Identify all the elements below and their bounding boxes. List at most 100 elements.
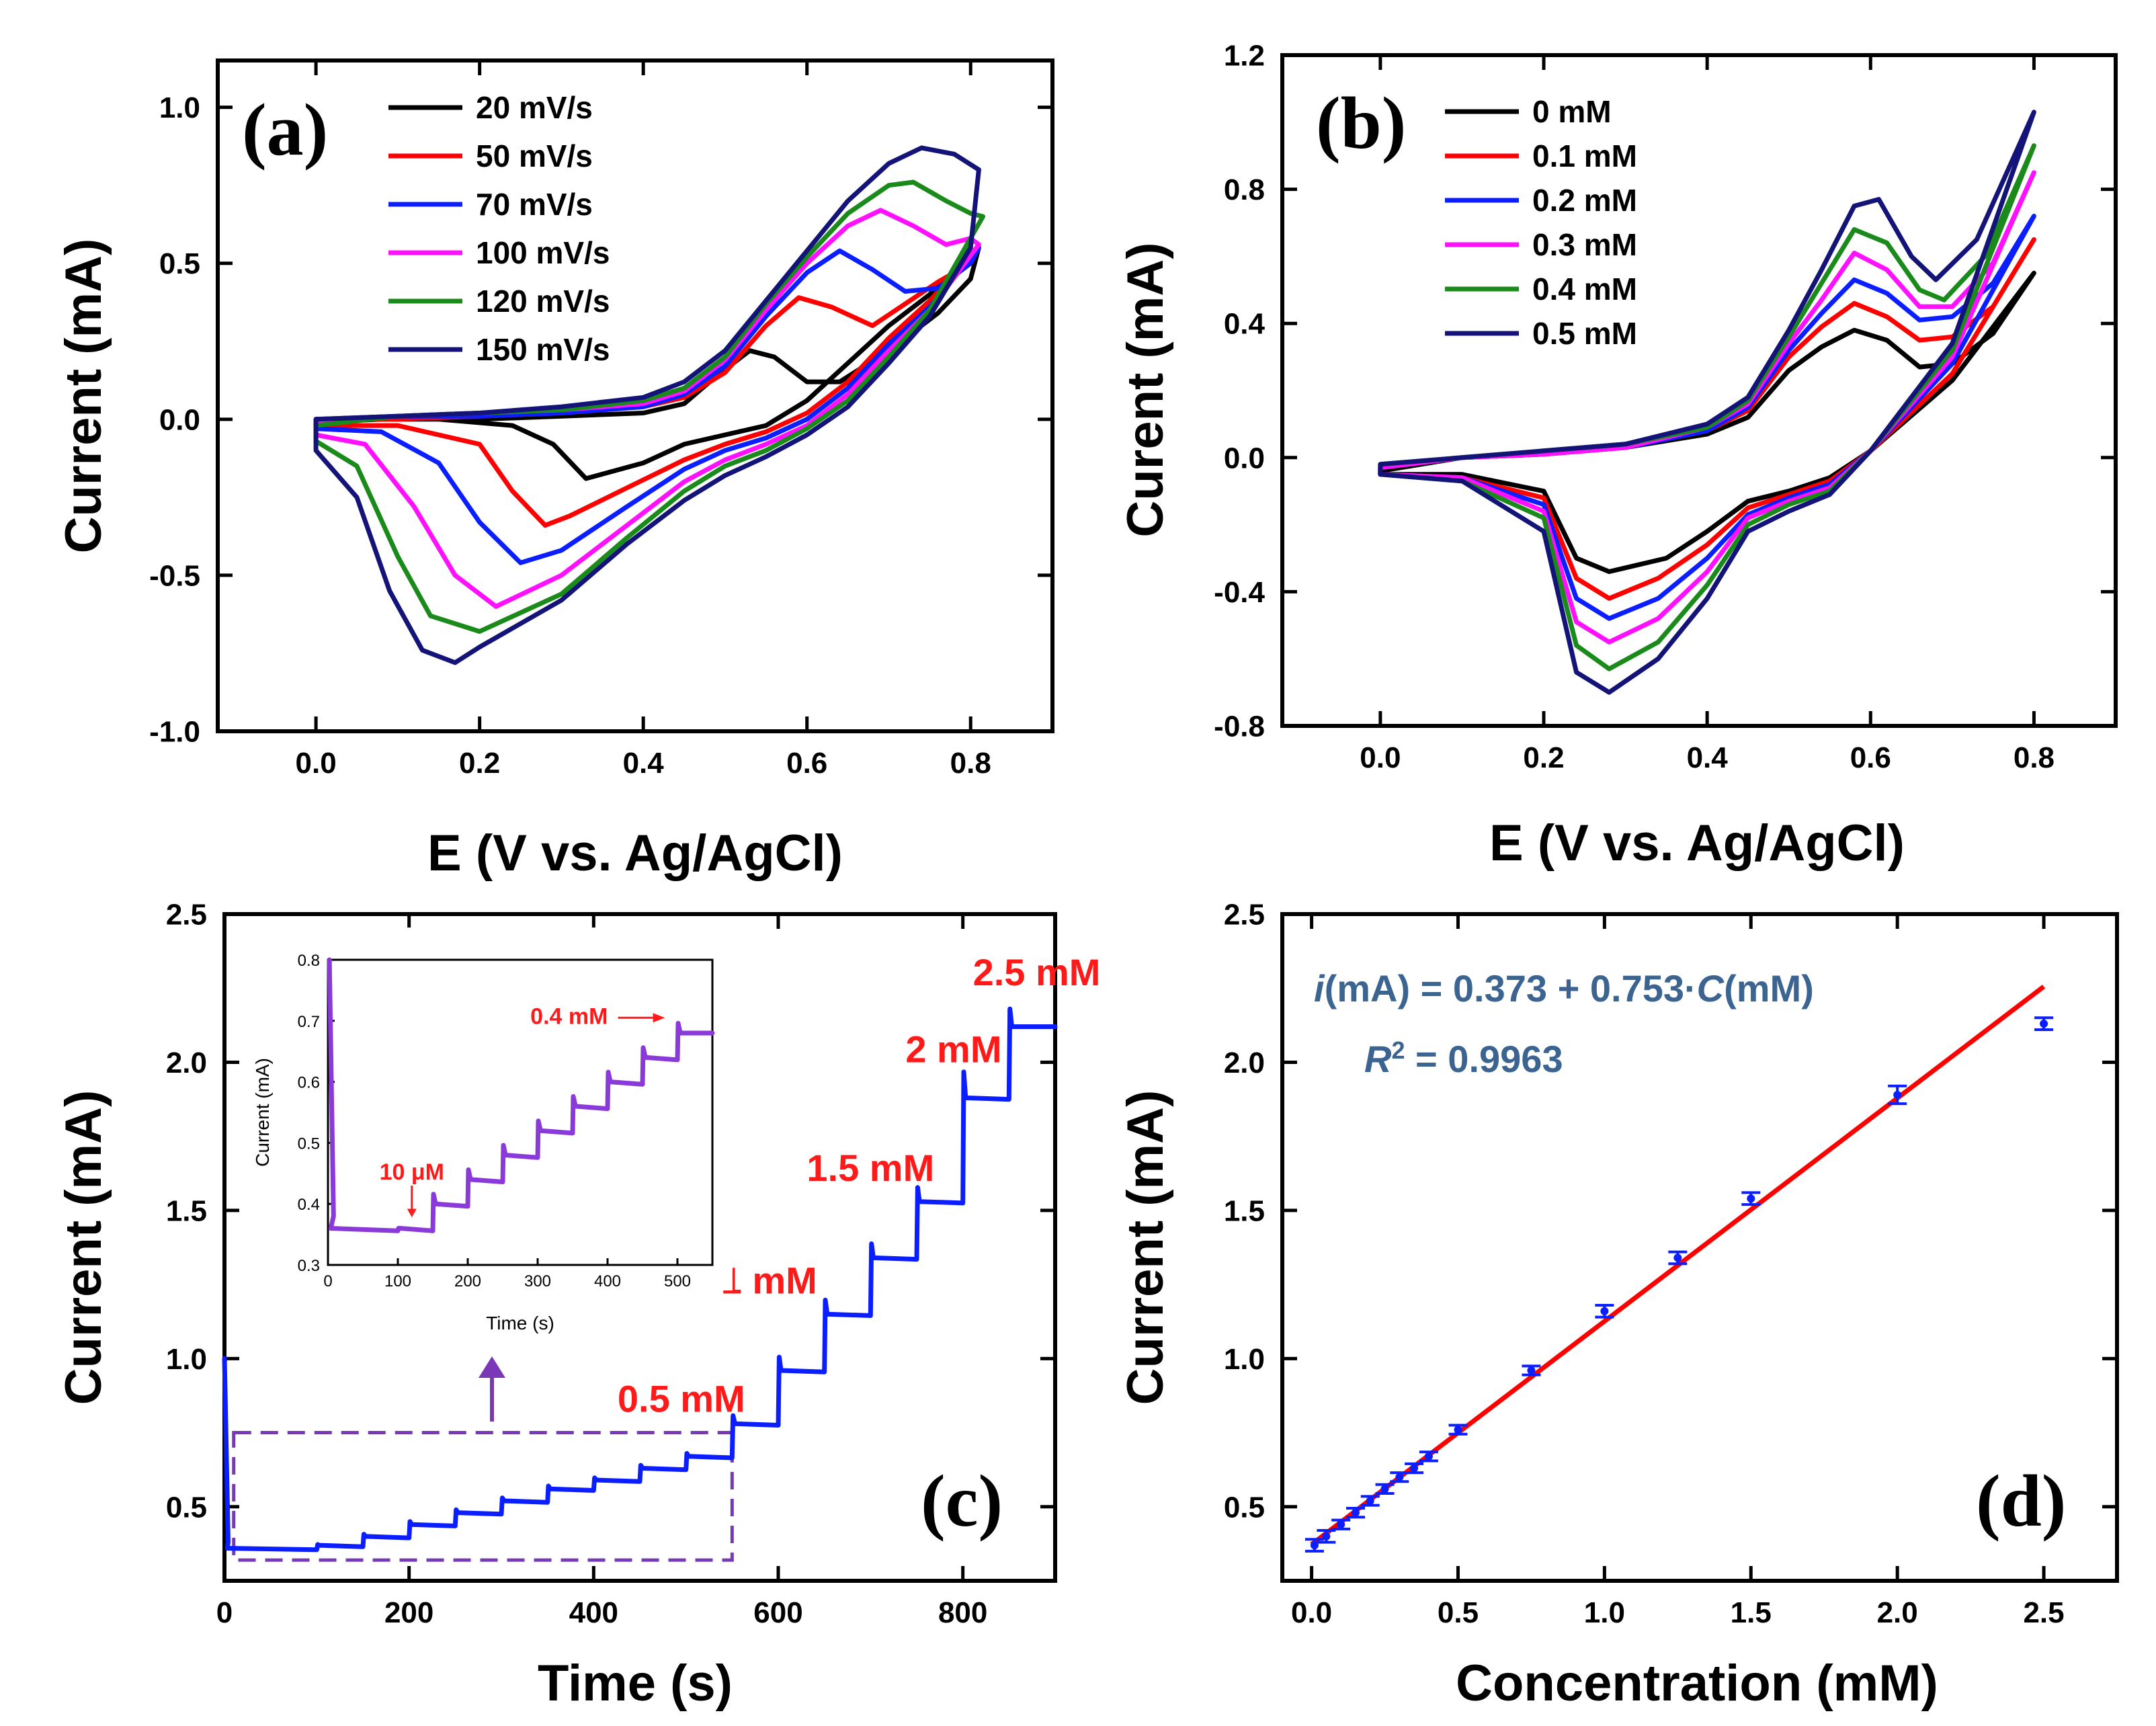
panel-b-plot-frame xyxy=(1280,53,2118,728)
inset-x-tick-label: 100 xyxy=(384,1272,411,1290)
x-tick-label: 0 xyxy=(216,1596,233,1629)
legend-label: 0.1 mM xyxy=(1532,138,1637,173)
y-tick-label: 0.5 xyxy=(159,247,200,280)
x-tick-label: 0.5 xyxy=(1438,1596,1479,1629)
inset-x-tick-label: 200 xyxy=(454,1272,481,1290)
data-point xyxy=(1522,1364,1541,1376)
panel-c-x-axis-title: Time (s) xyxy=(538,1655,733,1712)
legend-label: 70 mV/s xyxy=(476,187,593,222)
panel-c-zoom-arrow xyxy=(479,1356,505,1422)
inset-y-tick-label: 0.6 xyxy=(298,1074,320,1092)
point-marker xyxy=(1351,1508,1360,1517)
data-point xyxy=(1888,1084,1907,1106)
r2-r: R xyxy=(1364,1038,1392,1080)
cv-curve-120-mv-s xyxy=(313,179,985,634)
data-point xyxy=(1595,1303,1614,1319)
data-point xyxy=(1304,1538,1324,1553)
concentration-annotation: 1 mM xyxy=(721,1259,817,1301)
x-tick-label: 2.5 xyxy=(2023,1596,2064,1629)
x-tick-label: 200 xyxy=(384,1596,433,1629)
panel-b-ticks: 0.0 0.2 0.4 0.6 0.8 -0.8 -0.4 0.0 0.4 0.8 1.2 xyxy=(1214,40,2116,774)
panel-a: 0.0 0.2 0.4 0.6 0.8 -1.0 -0.5 0.0 0.5 1.0 (a) 20 … xyxy=(55,58,1054,882)
inset-x-tick-label: 500 xyxy=(664,1272,691,1290)
y-tick-label: 2.0 xyxy=(1224,1046,1265,1079)
point-marker xyxy=(1600,1307,1609,1315)
inset-y-tick-label: 0.8 xyxy=(298,952,320,970)
cv-curve-150-mv-s xyxy=(313,145,981,665)
x-tick-label: 400 xyxy=(569,1596,618,1629)
legend-label: 20 mV/s xyxy=(476,90,593,125)
inset-y-tick-label: 0.7 xyxy=(298,1013,320,1031)
data-point xyxy=(2034,1016,2054,1031)
point-marker xyxy=(1310,1541,1319,1550)
panel-d-ticks: 0.0 0.5 1.0 1.5 2.0 2.5 0.5 1.0 1.5 2.0 2.5 xyxy=(1224,899,2117,1629)
data-point xyxy=(1741,1191,1761,1206)
data-point xyxy=(1668,1250,1688,1266)
panel-a-label: (a) xyxy=(242,89,328,171)
y-tick-label: 0.8 xyxy=(1224,173,1265,206)
legend-label: 120 mV/s xyxy=(476,284,610,319)
data-point xyxy=(1345,1506,1365,1519)
cv-curve-0-4-mm xyxy=(1378,143,2036,671)
panel-c-label: (c) xyxy=(921,1460,1003,1542)
legend-label: 0.4 mM xyxy=(1532,272,1637,306)
panel-c-annotations: 0.5 mM 1 mM 1.5 mM 2 mM 2.5 mM xyxy=(618,951,1101,1420)
y-tick-label: 1.5 xyxy=(166,1194,207,1227)
point-marker xyxy=(1673,1254,1682,1262)
panel-c-inset: 0 100 200 300 400 500 0.3 0.4 0.5 0.6 0.7 0.8 10 μM… xyxy=(252,928,733,1333)
panel-c-plot-frame xyxy=(222,912,1057,1583)
cv-curve-0-mm xyxy=(1378,270,2036,574)
equation-i: i xyxy=(1314,967,1325,1010)
point-marker xyxy=(1893,1090,1902,1099)
panel-a-legend: 20 mV/s 50 mV/s 70 mV/s 100 mV/s 120 mV/s 150… xyxy=(388,90,610,367)
inset-y-tick-label: 0.4 xyxy=(298,1196,320,1214)
x-tick-label: 2.0 xyxy=(1877,1596,1918,1629)
equation-middle: (mA) = 0.373 + 0.753· xyxy=(1325,967,1697,1010)
legend-label: 0.3 mM xyxy=(1532,227,1637,262)
y-tick-label: 1.2 xyxy=(1224,40,1265,73)
panel-c-zoom-box xyxy=(232,1431,734,1562)
data-point xyxy=(1405,1462,1424,1475)
y-tick-label: 1.0 xyxy=(166,1343,207,1376)
panel-a-y-axis-title: Current (mA) xyxy=(55,239,112,554)
panel-c-y-axis-title: Current (mA) xyxy=(55,1090,112,1405)
cv-curve-100-mv-s xyxy=(313,208,981,609)
panel-c-amperometric-trace xyxy=(222,1006,1058,1553)
x-tick-label: 0.2 xyxy=(1523,741,1564,774)
equation-unit: (mM) xyxy=(1724,967,1814,1010)
x-tick-label: 0.0 xyxy=(296,747,337,780)
panel-a-x-axis-title: E (V vs. Ag/AgCl) xyxy=(427,825,843,882)
inset-x-tick-label: 300 xyxy=(524,1272,551,1290)
y-tick-label: 0.0 xyxy=(1224,442,1265,475)
panel-d-y-axis-title: Current (mA) xyxy=(1117,1090,1174,1405)
inset-x-tick-label: 0 xyxy=(323,1272,332,1290)
legend-label: 0.5 mM xyxy=(1532,316,1637,351)
inset-ticks: 0 100 200 300 400 500 0.3 0.4 0.5 0.6 0.7 0.8 xyxy=(298,952,691,1290)
inset-x-tick-label: 400 xyxy=(594,1272,621,1290)
y-tick-label: 2.5 xyxy=(1224,899,1265,932)
panel-d-x-axis-title: Concentration (mM) xyxy=(1456,1655,1938,1712)
panel-d-equation: i(mA) = 0.373 + 0.753·C(mM) xyxy=(1314,967,1814,1010)
cv-curve-70-mv-s xyxy=(313,245,981,565)
cv-curve-0-5-mm xyxy=(1378,110,2036,695)
data-point xyxy=(1419,1450,1438,1463)
y-tick-label: 1.0 xyxy=(1224,1343,1265,1376)
point-marker xyxy=(2040,1020,2048,1028)
x-tick-label: 0.0 xyxy=(1291,1596,1332,1629)
x-tick-label: 800 xyxy=(938,1596,987,1629)
r2-sup: 2 xyxy=(1391,1036,1405,1064)
point-marker xyxy=(1527,1366,1536,1374)
point-marker xyxy=(1410,1464,1419,1473)
panel-b-curves xyxy=(1378,110,2036,695)
x-tick-label: 1.0 xyxy=(1584,1596,1625,1629)
panel-b-legend: 0 mM 0.1 mM 0.2 mM 0.3 mM 0.4 mM 0.5 mM xyxy=(1445,94,1637,351)
x-tick-label: 0.4 xyxy=(623,747,665,780)
inset-y-tick-label: 0.3 xyxy=(298,1257,320,1275)
inset-x-axis-title: Time (s) xyxy=(486,1313,554,1333)
y-tick-label: -1.0 xyxy=(149,716,200,749)
point-marker xyxy=(1322,1532,1331,1540)
concentration-annotation: 2.5 mM xyxy=(973,951,1101,993)
data-point xyxy=(1331,1518,1351,1530)
panel-a-curves xyxy=(313,145,985,665)
legend-label: 50 mV/s xyxy=(476,138,593,173)
